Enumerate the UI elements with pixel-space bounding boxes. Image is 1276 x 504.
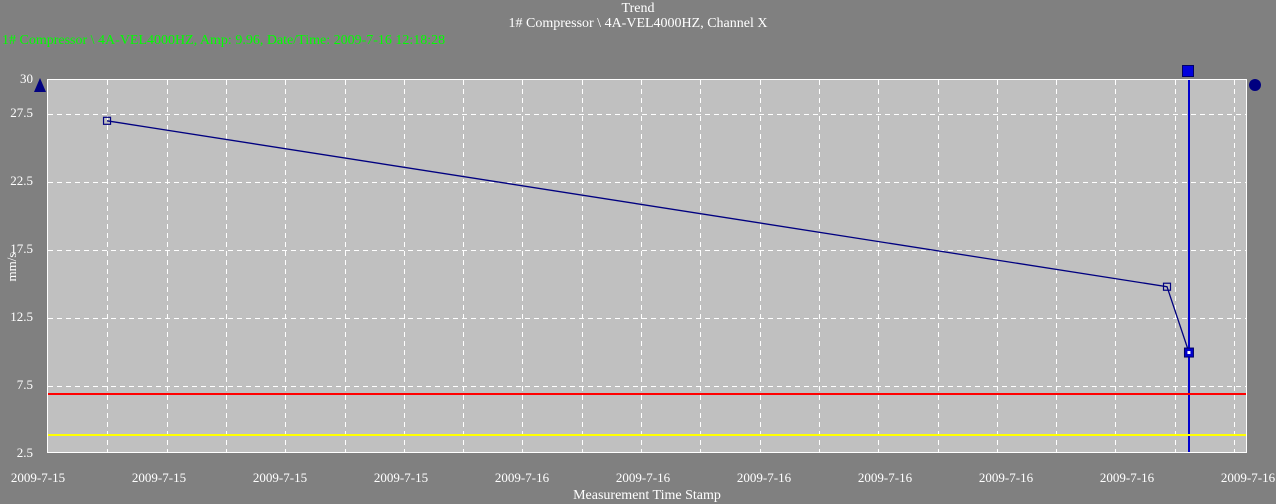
series-end-circle-icon (1249, 79, 1261, 91)
y-axis-max-triangle-icon (34, 78, 46, 92)
v-gridline (1234, 80, 1235, 452)
v-gridline (1115, 80, 1116, 452)
y-tick-label: 30 (20, 71, 33, 86)
v-gridline (878, 80, 879, 452)
h-gridline (48, 182, 1246, 183)
x-tick-label: 2009-7-16 (1220, 470, 1276, 485)
v-gridline (582, 80, 583, 452)
warning-line (48, 434, 1246, 436)
x-tick-label: 2009-7-16 (615, 470, 671, 485)
x-tick-label: 2009-7-15 (373, 470, 429, 485)
v-gridline (760, 80, 761, 452)
x-tick-label: 2009-7-15 (131, 470, 187, 485)
x-tick-label: 2009-7-16 (1099, 470, 1155, 485)
v-gridline (938, 80, 939, 452)
cursor-line[interactable] (1188, 80, 1190, 452)
cursor-readout: 1# Compressor \ 4A-VEL4000HZ, Amp: 9.96,… (2, 33, 446, 48)
cursor-handle-icon[interactable] (1182, 65, 1194, 77)
h-gridline (48, 318, 1246, 319)
x-tick-label: 2009-7-15 (252, 470, 308, 485)
y-tick-label: 22.5 (10, 173, 33, 188)
chart-subtitle: 1# Compressor \ 4A-VEL4000HZ, Channel X (508, 16, 768, 31)
h-gridline (48, 114, 1246, 115)
alarm-line (48, 393, 1246, 395)
x-tick-label: 2009-7-16 (494, 470, 550, 485)
x-axis-title: Measurement Time Stamp (573, 488, 721, 503)
chart-title: Trend (621, 1, 655, 16)
y-tick-label: 27.5 (10, 105, 33, 120)
v-gridline (107, 80, 108, 452)
plot-area[interactable] (47, 79, 1247, 453)
h-gridline (48, 386, 1246, 387)
v-gridline (997, 80, 998, 452)
x-tick-label: 2009-7-16 (736, 470, 792, 485)
v-gridline (463, 80, 464, 452)
v-gridline (1056, 80, 1057, 452)
trend-series (102, 116, 1194, 358)
v-gridline (285, 80, 286, 452)
x-tick-label: 2009-7-16 (857, 470, 913, 485)
x-tick-label: 2009-7-15 (10, 470, 66, 485)
y-tick-label: 12.5 (10, 309, 33, 324)
v-gridline (522, 80, 523, 452)
v-gridline (641, 80, 642, 452)
v-gridline (345, 80, 346, 452)
y-tick-label: 7.5 (16, 377, 33, 392)
y-tick-label: 2.5 (16, 445, 33, 460)
x-tick-label: 2009-7-16 (978, 470, 1034, 485)
v-gridline (226, 80, 227, 452)
h-gridline (48, 250, 1246, 251)
y-tick-label: 17.5 (10, 241, 33, 256)
v-gridline (404, 80, 405, 452)
v-gridline (1175, 80, 1176, 452)
v-gridline (167, 80, 168, 452)
v-gridline (819, 80, 820, 452)
v-gridline (700, 80, 701, 452)
